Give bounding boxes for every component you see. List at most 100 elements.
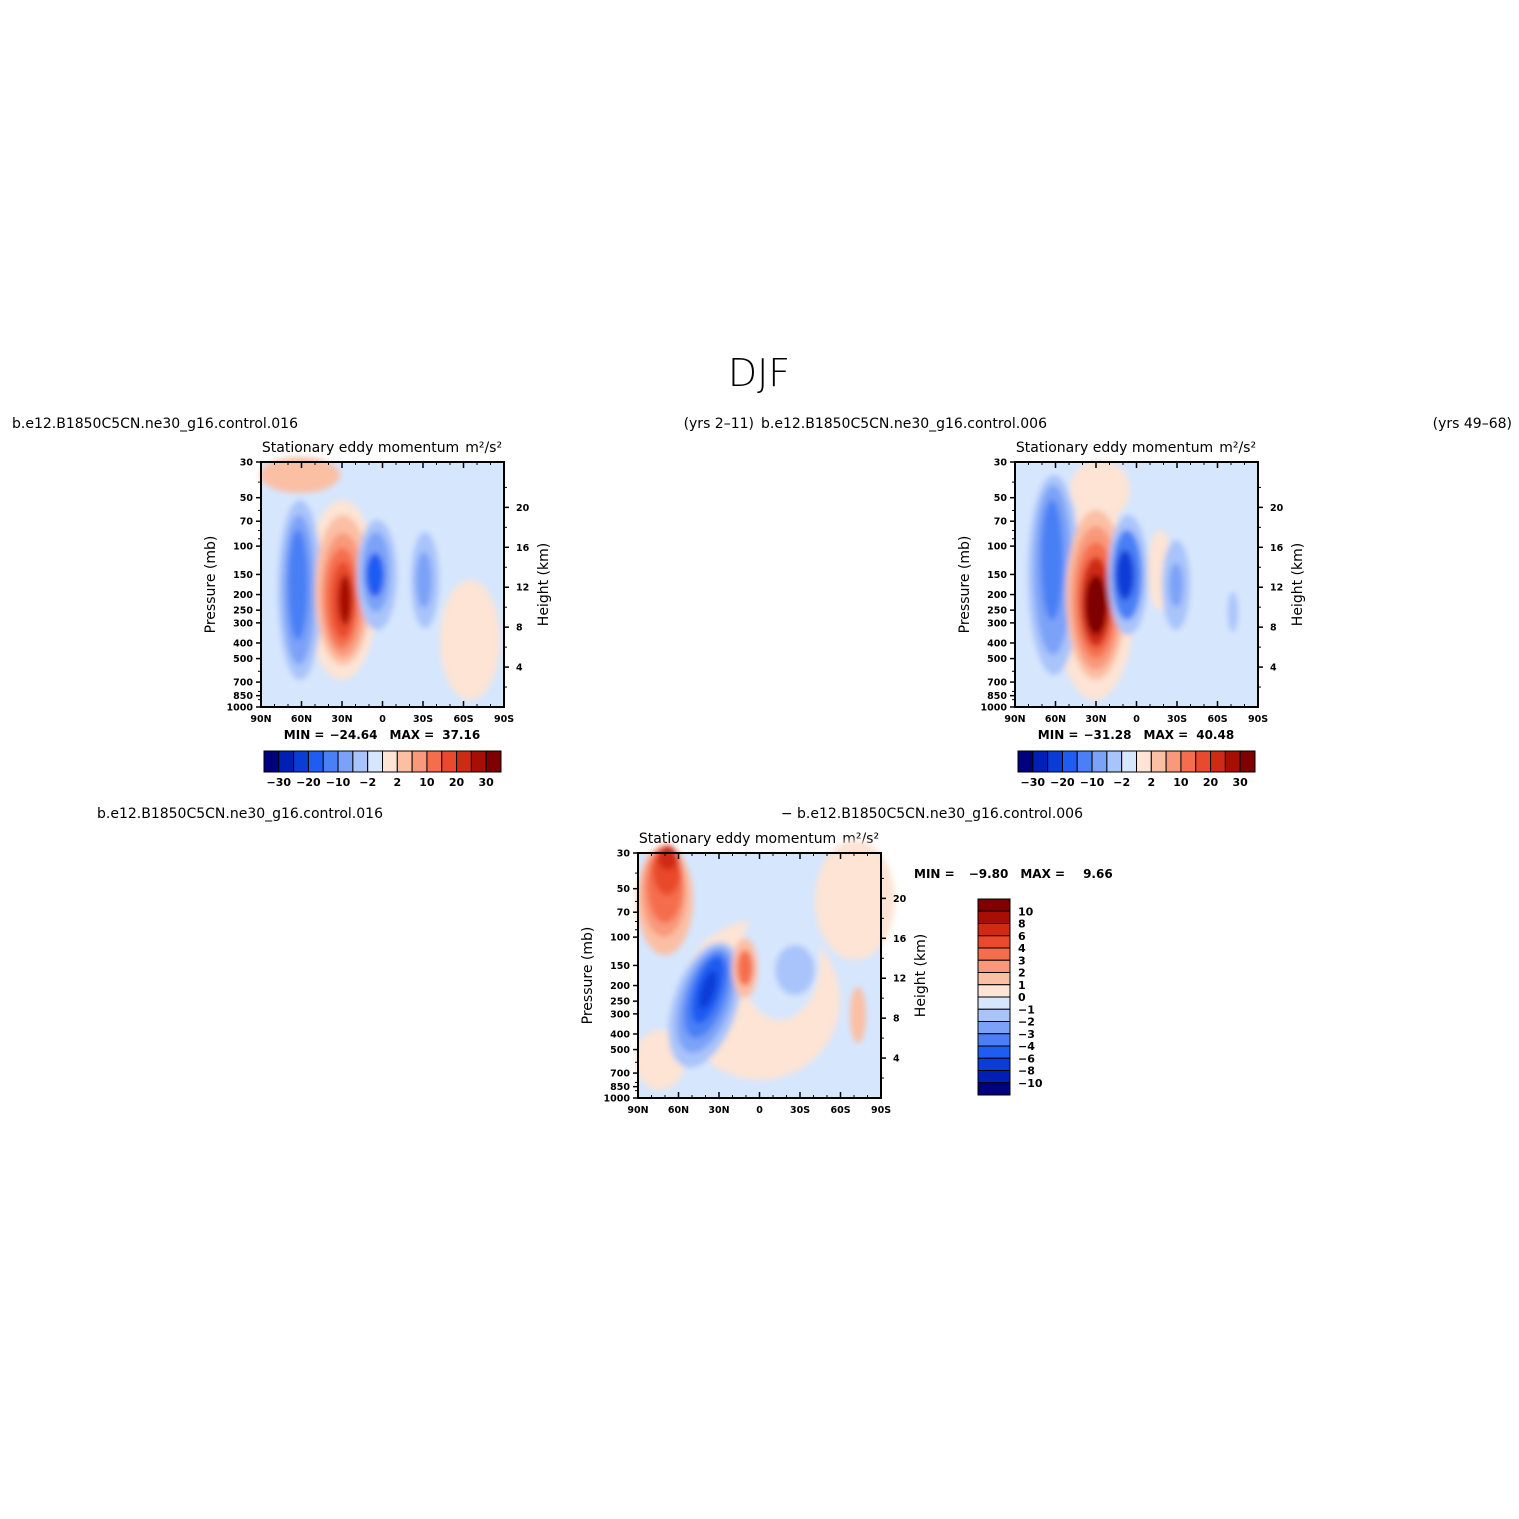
x-tick-label: 60S (453, 714, 473, 725)
colorbar-swatch (322, 750, 339, 773)
colorbar-swatch (977, 1008, 1011, 1022)
panel-1-max-label: MAX = (390, 728, 435, 742)
y-tick-label: 500 (610, 1045, 630, 1056)
panel-2-max-label: MAX = (1144, 728, 1189, 742)
colorbar-swatch (470, 750, 487, 773)
panel-2-right-title: (yrs 49–68) (1433, 416, 1512, 432)
panel-3-max-value: 9.66 (1083, 867, 1113, 881)
y-right-tick-label: 8 (893, 1014, 900, 1025)
y-tick-label: 1000 (227, 703, 254, 714)
colorbar-swatch (396, 750, 413, 773)
x-tick-label: 60N (1045, 714, 1066, 725)
y-tick-label: 850 (233, 691, 253, 702)
x-tick-label: 30S (790, 1105, 810, 1116)
panel-2-center-title-text: Stationary eddy momentum (1016, 440, 1213, 456)
p2-lobe-b-5 (1085, 575, 1107, 635)
y-tick-label: 850 (987, 691, 1007, 702)
y-right-tick-label: 8 (1270, 623, 1277, 634)
p3-lobe-b-5 (698, 970, 718, 1010)
panel-1-units: m²/s² (465, 440, 502, 456)
p2-lobe-e-1 (1228, 592, 1238, 632)
y-right-tick-label: 20 (893, 894, 907, 905)
colorbar-swatch (263, 750, 280, 773)
colorbar-swatch (411, 750, 428, 773)
y-tick-label: 250 (233, 606, 253, 617)
y-tick-label: 250 (987, 606, 1007, 617)
x-tick-label: 90S (494, 714, 514, 725)
y-tick-label: 50 (617, 884, 631, 895)
y-tick-label: 400 (233, 638, 253, 649)
colorbar-swatch (977, 910, 1011, 924)
panel-2-minmax: MIN = −31.28 MAX = 40.48 (1038, 728, 1234, 742)
y-tick-label: 500 (987, 654, 1007, 665)
panel-2-min-label: MIN = (1038, 728, 1079, 742)
colorbar-swatch (1091, 750, 1108, 773)
y-tick-label: 700 (987, 678, 1007, 689)
colorbar-label: 6 (1018, 930, 1026, 943)
y-tick-label: 100 (610, 933, 630, 944)
y-tick-label: 70 (994, 517, 1008, 528)
y-tick-label: 500 (233, 654, 253, 665)
panel-1-max-value: 37.16 (442, 728, 480, 742)
y-tick-label: 50 (240, 493, 254, 504)
colorbar-swatch (977, 1021, 1011, 1035)
x-tick-label: 90N (627, 1105, 648, 1116)
colorbar-swatch (1136, 750, 1152, 773)
y-axis-right-label: Height (km) (1290, 543, 1306, 626)
page-title: DJF (728, 351, 790, 395)
p2-lobe-a-3 (1041, 500, 1063, 620)
x-tick-label: 90N (1004, 714, 1025, 725)
colorbar-swatch (977, 996, 1011, 1010)
y-right-tick-label: 16 (516, 543, 530, 554)
panel-2-contours (1028, 460, 1238, 700)
y-tick-label: 1000 (604, 1094, 631, 1105)
colorbar-label: 10 (1173, 776, 1189, 789)
x-tick-label: 60N (668, 1105, 689, 1116)
y-tick-label: 700 (233, 678, 253, 689)
colorbar-swatch (977, 1082, 1011, 1096)
colorbar-swatch (1047, 750, 1063, 773)
y-tick-label: 70 (617, 908, 631, 919)
colorbar-label: −2 (1113, 776, 1130, 789)
y-tick-label: 100 (987, 542, 1007, 553)
colorbar-label: 30 (1233, 776, 1249, 789)
panel-3-max-label: MAX = (1020, 867, 1065, 881)
colorbar-label: −8 (1018, 1065, 1035, 1078)
colorbar-swatch (1195, 750, 1212, 773)
panel-1-center-title: Stationary eddy momentum m²/s² (262, 440, 502, 456)
colorbar-swatch (1239, 750, 1256, 773)
colorbar-label: 10 (1018, 905, 1034, 918)
y-tick-label: 30 (240, 458, 254, 469)
p1-band-pos-top (260, 457, 340, 493)
panel-1-center-title-text: Stationary eddy momentum (262, 440, 459, 456)
colorbar-swatch (977, 935, 1011, 949)
colorbar-label: 2 (1018, 967, 1026, 980)
panel-1-minmax: MIN = −24.64 MAX = 37.16 (284, 728, 480, 742)
p1-band-pos-r (440, 580, 500, 700)
colorbar-label: −30 (267, 776, 292, 789)
colorbar-label: −2 (1018, 1016, 1035, 1029)
colorbar-label: −10 (1018, 1077, 1043, 1090)
colorbar-swatch (456, 750, 472, 773)
x-tick-label: 60S (830, 1105, 850, 1116)
colorbar-swatch (977, 959, 1011, 973)
colorbar-swatch (977, 1033, 1011, 1047)
y-right-tick-label: 4 (516, 663, 523, 674)
x-tick-label: 0 (756, 1105, 763, 1116)
panel-1-left-title: b.e12.B1850C5CN.ne30_g16.control.016 (12, 416, 298, 432)
colorbar-label: −3 (1018, 1028, 1035, 1041)
panel-1-min-label: MIN = (284, 728, 325, 742)
x-tick-label: 60N (291, 714, 312, 725)
colorbar-label: 3 (1018, 954, 1026, 967)
panel-2-min-value: −31.28 (1083, 728, 1131, 742)
panel-2-center-title: Stationary eddy momentum m²/s² (1016, 440, 1256, 456)
panel-1-right-title: (yrs 2–11) (684, 416, 754, 432)
y-tick-label: 200 (233, 590, 253, 601)
colorbar-swatch (426, 750, 443, 773)
y-right-tick-label: 12 (1270, 583, 1283, 594)
colorbar-swatch (1165, 750, 1182, 773)
panel-2-left-title: b.e12.B1850C5CN.ne30_g16.control.006 (761, 416, 1047, 432)
